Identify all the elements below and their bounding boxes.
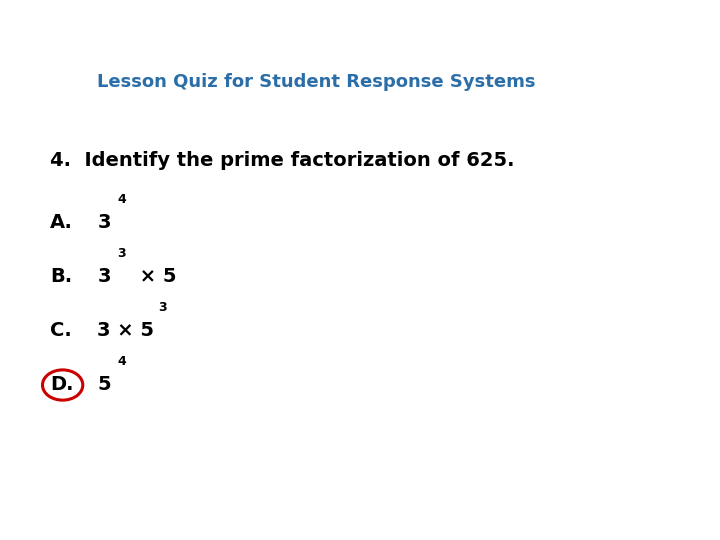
Text: 3: 3: [158, 301, 167, 314]
Text: × 5: × 5: [133, 267, 176, 286]
Text: A.: A.: [50, 213, 73, 232]
Text: 3: 3: [97, 213, 111, 232]
Text: Lesson Quiz for Student Response Systems: Lesson Quiz for Student Response Systems: [97, 73, 536, 91]
Text: 5: 5: [97, 375, 111, 394]
Text: D.: D.: [50, 375, 74, 394]
Text: 4: 4: [117, 193, 126, 206]
Text: C.: C.: [50, 321, 72, 340]
Text: 4.  Identify the prime factorization of 625.: 4. Identify the prime factorization of 6…: [50, 151, 515, 170]
Text: 3 × 5: 3 × 5: [97, 321, 154, 340]
Text: B.: B.: [50, 267, 73, 286]
Text: 3: 3: [97, 267, 111, 286]
Text: 3: 3: [117, 247, 126, 260]
Text: 4: 4: [117, 355, 126, 368]
